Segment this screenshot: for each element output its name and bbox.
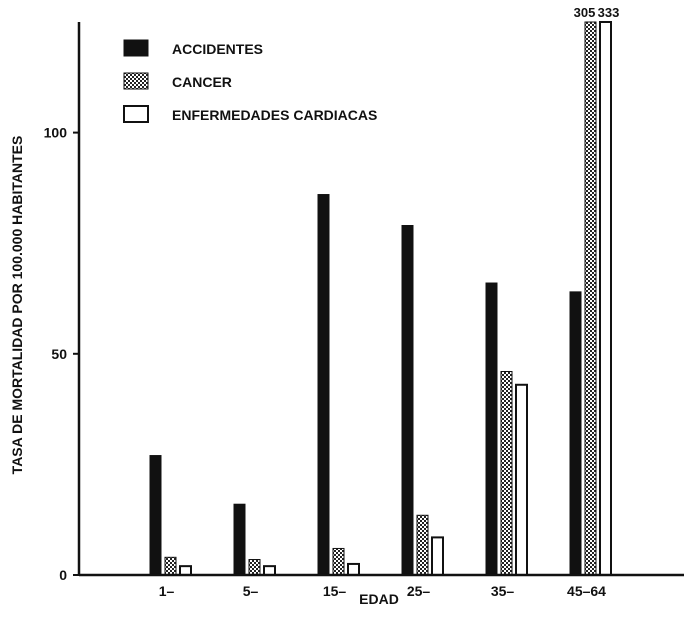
bar-enfermedades-cardiacas-35 <box>515 383 528 576</box>
bar-cancer-25 <box>416 514 429 576</box>
x-axis-title: EDAD <box>359 591 399 607</box>
bar-cancer-15 <box>332 547 345 576</box>
bar-cancer-5 <box>248 559 261 576</box>
y-ticks: 0 50 100 <box>44 125 79 583</box>
bar-enfermedades-cardiacas-1 <box>179 565 192 576</box>
legend-swatch-accidentes <box>123 39 149 57</box>
data-label: 305 <box>574 5 596 20</box>
x-tick-label: 35– <box>491 583 515 599</box>
bar-accidentes-5 <box>233 503 246 576</box>
bar-accidentes-35 <box>485 282 498 576</box>
legend: ACCIDENTES CANCER ENFERMEDADES CARDIACAS <box>123 39 377 123</box>
legend-label-enfermedades-cardiacas: ENFERMEDADES CARDIACAS <box>172 107 377 123</box>
x-tick-label: 1– <box>159 583 175 599</box>
x-tick-label: 25– <box>407 583 431 599</box>
y-tick-label: 100 <box>44 125 68 141</box>
x-tick-label: 45–64 <box>567 583 606 599</box>
bar-accidentes-25 <box>401 225 414 576</box>
bar-cancer-35 <box>500 370 513 576</box>
legend-label-accidentes: ACCIDENTES <box>172 41 263 57</box>
y-tick-label: 0 <box>59 567 67 583</box>
y-axis-title: TASA DE MORTALIDAD POR 100.000 HABITANTE… <box>9 136 25 475</box>
legend-swatch-cancer <box>123 72 149 90</box>
bar-enfermedades-cardiacas-5 <box>263 565 276 576</box>
legend-swatch-enfermedades-cardiacas <box>123 105 149 123</box>
x-tick-label: 15– <box>323 583 347 599</box>
y-tick-label: 50 <box>51 346 67 362</box>
bar-enfermedades-cardiacas-15 <box>347 562 360 577</box>
bar-enfermedades-cardiacas-25 <box>431 536 444 576</box>
bar-accidentes-1 <box>149 455 162 576</box>
bar-accidentes-15 <box>317 194 330 576</box>
bar-enfermedades-cardiacas-45-64 <box>599 21 612 576</box>
annotations: 305 333 <box>574 5 620 20</box>
x-ticks: 1– 5– 15– 25– 35– 45–64 <box>159 583 606 599</box>
x-tick-label: 5– <box>243 583 259 599</box>
bar-cancer-45-64 <box>584 21 597 576</box>
legend-label-cancer: CANCER <box>172 74 232 90</box>
bars-group <box>149 21 612 577</box>
bar-cancer-1 <box>164 556 177 576</box>
bar-accidentes-45-64 <box>569 291 582 576</box>
data-label: 333 <box>598 5 620 20</box>
